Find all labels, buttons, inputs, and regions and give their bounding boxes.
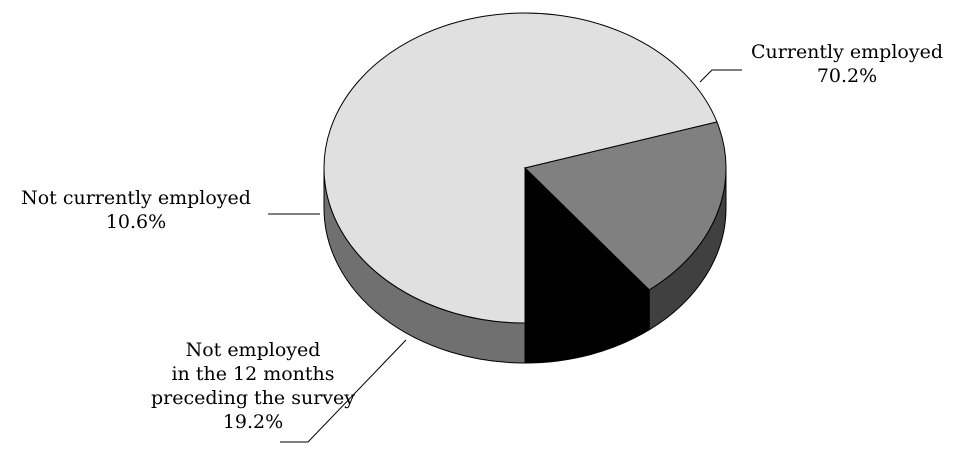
pie-slice-not-employed-12-months — [524, 121, 727, 291]
leader-currently-employed — [699, 69, 742, 83]
slice-label-not-employed-12-months: Not employed in the 12 months preceding … — [148, 338, 358, 434]
slice-label-currently-employed: Currently employed 70.2% — [742, 40, 952, 88]
pie-tops — [323, 12, 727, 324]
slice-name-line-2: in the 12 months — [171, 363, 335, 385]
slice-name-currently-employed: Currently employed — [751, 41, 943, 63]
pie-slice-currently-employed — [323, 12, 718, 324]
slice-label-not-currently-employed: Not currently employed 10.6% — [8, 186, 264, 234]
slice-name-line-1: Not employed — [185, 339, 321, 361]
slice-value-currently-employed: 70.2% — [816, 65, 878, 87]
slice-name-line-3: preceding the survey — [151, 387, 355, 409]
slice-value-not-employed-12-months: 19.2% — [222, 411, 284, 433]
slice-name-not-currently-employed: Not currently employed — [21, 187, 251, 209]
slice-value-not-currently-employed: 10.6% — [105, 211, 167, 233]
leader-lines — [268, 69, 742, 443]
pie-sides — [323, 167, 727, 364]
pie-slice-not-currently-employed — [524, 166, 650, 324]
leader-not-employed-12-months — [280, 339, 407, 443]
